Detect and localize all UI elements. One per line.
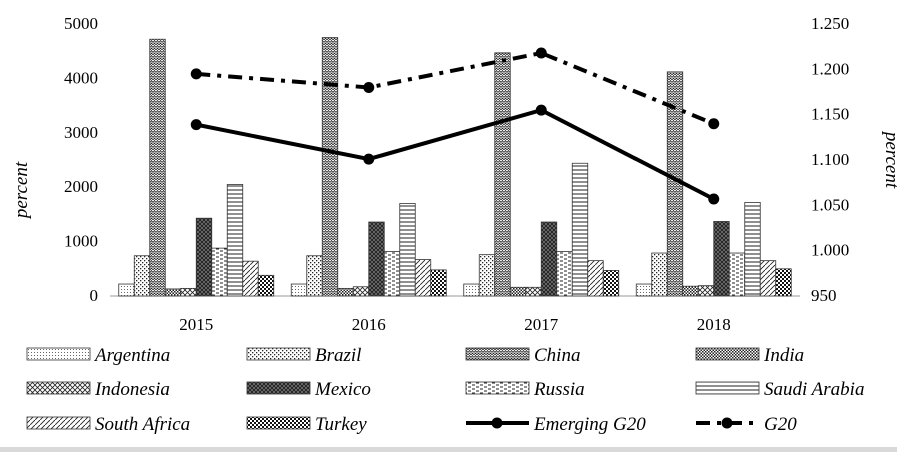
legend-marker	[721, 417, 733, 429]
bar	[414, 259, 432, 297]
bar	[211, 247, 228, 297]
legend-swatch	[26, 381, 91, 395]
legend-marker	[491, 417, 503, 429]
legend-label: Turkey	[315, 414, 367, 435]
legend-swatch	[246, 416, 311, 430]
x-tick-label: 2017	[524, 315, 559, 334]
bar	[118, 283, 135, 297]
line-point	[708, 118, 720, 130]
bar	[478, 254, 496, 297]
bar	[525, 286, 542, 297]
bar	[759, 260, 777, 297]
legend-swatch	[695, 347, 760, 361]
y-right-tick-label: 1.150	[811, 105, 849, 124]
bar	[306, 255, 323, 297]
legend-label: Argentina	[93, 345, 170, 366]
legend-swatch	[26, 347, 91, 361]
y-left-tick-label: 3000	[64, 123, 98, 142]
y-right-axis-title: percent	[881, 130, 897, 189]
bar	[337, 287, 354, 297]
bar	[149, 38, 166, 297]
bar	[383, 250, 401, 297]
line-point	[363, 153, 375, 165]
line-point	[190, 119, 202, 131]
y-right-tick-label: 1.100	[811, 150, 849, 169]
bar	[635, 283, 653, 297]
line-point	[363, 81, 375, 93]
legend-label: Saudi Arabia	[764, 379, 864, 400]
legend-label: Brazil	[315, 345, 361, 366]
bar	[682, 285, 699, 297]
bar	[775, 268, 792, 297]
bar	[540, 221, 558, 297]
legend-label: Russia	[533, 379, 585, 400]
line-emerging-g20	[195, 107, 715, 201]
legend-swatch	[26, 416, 91, 430]
line-point	[190, 68, 202, 80]
legend-label: South Africa	[95, 414, 190, 435]
legend-label: India	[763, 345, 804, 366]
line-point	[535, 47, 547, 59]
bar	[133, 255, 151, 297]
legend-label: G20	[764, 414, 797, 435]
bar	[257, 274, 275, 297]
legend-swatch	[465, 381, 530, 395]
bar	[494, 52, 511, 297]
legend-swatch	[695, 381, 760, 395]
bar	[651, 252, 668, 297]
legend-swatch	[246, 381, 311, 395]
legend-label: Indonesia	[94, 379, 170, 400]
bar	[321, 37, 339, 297]
line-g20	[196, 50, 715, 126]
y-left-tick-label: 0	[90, 286, 99, 305]
line-point	[535, 104, 547, 116]
legend-label: Emerging G20	[533, 414, 646, 435]
legend-swatch	[465, 347, 530, 361]
bar	[399, 203, 416, 297]
bar	[226, 184, 244, 297]
y-left-axis-title: percent	[11, 161, 32, 220]
y-left-tick-label: 2000	[64, 177, 98, 196]
bar	[430, 269, 447, 297]
y-right-tick-label: 1.050	[811, 195, 849, 214]
bar	[164, 288, 182, 297]
bar	[242, 260, 259, 297]
line-point	[708, 193, 720, 205]
legend-swatch	[246, 347, 311, 361]
y-right-tick-label: 1.000	[811, 241, 849, 260]
bar	[697, 285, 715, 297]
bar	[744, 202, 761, 297]
bar	[180, 287, 197, 297]
y-left-tick-label: 4000	[64, 68, 98, 87]
x-tick-label: 2018	[697, 315, 731, 334]
y-left-tick-label: 5000	[64, 14, 98, 33]
bar	[368, 221, 385, 297]
bar	[509, 286, 527, 297]
y-right-tick-label: 1.200	[811, 59, 849, 78]
x-tick-label: 2016	[352, 315, 386, 334]
bar	[352, 286, 370, 297]
x-tick-label: 2015	[179, 315, 213, 334]
bar	[587, 260, 604, 297]
legend-label: Mexico	[314, 379, 371, 400]
bar	[728, 252, 746, 297]
bar	[602, 270, 620, 297]
bar	[556, 250, 573, 297]
bar	[290, 283, 308, 297]
y-right-tick-label: 1.250	[811, 14, 849, 33]
bar	[195, 217, 213, 297]
bar	[571, 162, 589, 297]
legend-label: China	[534, 345, 580, 366]
bar	[463, 283, 480, 297]
bar	[713, 221, 730, 297]
y-left-tick-label: 1000	[64, 232, 98, 251]
y-right-tick-label: 950	[811, 286, 837, 305]
